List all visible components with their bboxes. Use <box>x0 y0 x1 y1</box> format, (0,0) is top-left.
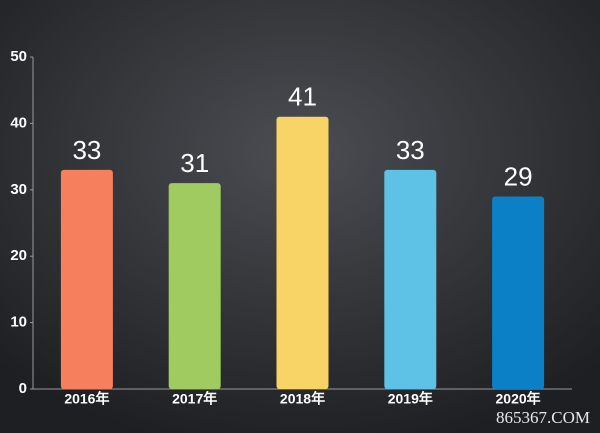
bar <box>168 183 221 389</box>
x-tick-label: 2016年 <box>64 391 109 407</box>
value-label: 29 <box>504 161 533 191</box>
x-tick-label: 2019年 <box>388 391 433 407</box>
watermark: 865367.COM <box>496 408 590 427</box>
bar <box>276 116 329 389</box>
y-tick-label: 50 <box>10 48 27 65</box>
bar <box>492 196 545 389</box>
bar <box>60 169 113 389</box>
x-tick-label: 2018年 <box>280 391 325 407</box>
y-tick-label: 0 <box>19 380 27 397</box>
value-label: 41 <box>288 82 317 112</box>
y-tick-label: 20 <box>10 247 27 264</box>
y-tick-label: 40 <box>10 114 27 131</box>
value-label: 31 <box>180 148 209 178</box>
x-tick-label: 2020年 <box>496 391 541 407</box>
value-label: 33 <box>396 135 425 165</box>
x-tick-label: 2017年 <box>172 391 217 407</box>
value-label: 33 <box>72 135 101 165</box>
y-tick-label: 30 <box>10 181 27 198</box>
bar <box>384 169 437 389</box>
y-tick-label: 10 <box>10 314 27 331</box>
